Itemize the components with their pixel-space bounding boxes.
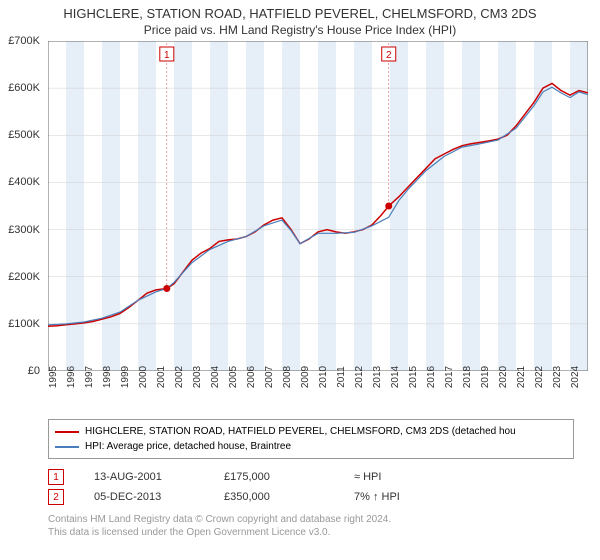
footer-line1: Contains HM Land Registry data © Crown c…	[48, 513, 600, 526]
x-tick-label: 2002	[174, 366, 185, 388]
x-tick-label: 2015	[408, 366, 419, 388]
x-tick-label: 2009	[300, 366, 311, 388]
x-tick-label: 2005	[228, 366, 239, 388]
x-tick-label: 2014	[390, 366, 401, 388]
x-tick-label: 2008	[282, 366, 293, 388]
sales-table: 1 13-AUG-2001£175,000≈ HPI 2 05-DEC-2013£35…	[48, 467, 600, 507]
y-tick-label: £400K	[8, 176, 40, 188]
y-tick-label: £500K	[8, 129, 40, 141]
legend-label: HPI: Average price, detached house, Brai…	[85, 441, 291, 452]
chart-subtitle: Price paid vs. HM Land Registry's House …	[0, 21, 600, 41]
x-tick-label: 1999	[120, 366, 131, 388]
x-axis: 1995199619971998199920002001200220032004…	[48, 371, 588, 411]
svg-text:2: 2	[386, 50, 392, 61]
x-tick-label: 2020	[498, 366, 509, 388]
x-tick-label: 2023	[552, 366, 563, 388]
svg-text:1: 1	[164, 50, 170, 61]
y-tick-label: £600K	[8, 82, 40, 94]
y-tick-label: £100K	[8, 318, 40, 330]
x-tick-label: 2012	[354, 366, 365, 388]
legend-label: HIGHCLERE, STATION ROAD, HATFIELD PEVERE…	[85, 426, 516, 437]
x-tick-label: 2024	[570, 366, 581, 388]
sale-marker-icon: 1	[48, 469, 64, 485]
x-tick-label: 2019	[480, 366, 491, 388]
footer-line2: This data is licensed under the Open Gov…	[48, 526, 600, 539]
y-tick-label: £200K	[8, 271, 40, 283]
plot-svg: 12	[48, 41, 588, 371]
legend-item: HPI: Average price, detached house, Brai…	[55, 439, 567, 454]
legend-box: HIGHCLERE, STATION ROAD, HATFIELD PEVERE…	[48, 419, 574, 459]
y-axis: £0£100K£200K£300K£400K£500K£600K£700K	[0, 41, 44, 371]
y-tick-label: £300K	[8, 224, 40, 236]
legend-item: HIGHCLERE, STATION ROAD, HATFIELD PEVERE…	[55, 424, 567, 439]
chart-area: £0£100K£200K£300K£400K£500K£600K£700K 12…	[48, 41, 588, 371]
footer-attribution: Contains HM Land Registry data © Crown c…	[48, 513, 600, 539]
x-tick-label: 1995	[48, 366, 59, 388]
y-tick-label: £0	[28, 365, 40, 377]
x-tick-label: 1997	[84, 366, 95, 388]
sale-date: 13-AUG-2001	[94, 471, 224, 483]
x-tick-label: 2010	[318, 366, 329, 388]
x-tick-label: 2001	[156, 366, 167, 388]
x-tick-label: 1996	[66, 366, 77, 388]
legend-swatch	[55, 431, 79, 433]
x-tick-label: 2004	[210, 366, 221, 388]
x-tick-label: 2011	[336, 366, 347, 388]
chart-container: HIGHCLERE, STATION ROAD, HATFIELD PEVERE…	[0, 0, 600, 560]
x-tick-label: 2022	[534, 366, 545, 388]
x-tick-label: 2017	[444, 366, 455, 388]
chart-title: HIGHCLERE, STATION ROAD, HATFIELD PEVERE…	[0, 0, 600, 21]
sales-row: 1 13-AUG-2001£175,000≈ HPI	[48, 467, 600, 487]
sale-price: £350,000	[224, 491, 354, 503]
x-tick-label: 2003	[192, 366, 203, 388]
x-tick-label: 2018	[462, 366, 473, 388]
legend-swatch	[55, 446, 79, 448]
x-tick-label: 2016	[426, 366, 437, 388]
x-tick-label: 2000	[138, 366, 149, 388]
sale-delta: ≈ HPI	[354, 471, 454, 483]
x-tick-label: 2007	[264, 366, 275, 388]
sales-row: 2 05-DEC-2013£350,0007% ↑ HPI	[48, 487, 600, 507]
sale-marker-icon: 2	[48, 489, 64, 505]
sale-date: 05-DEC-2013	[94, 491, 224, 503]
sale-price: £175,000	[224, 471, 354, 483]
y-tick-label: £700K	[8, 35, 40, 47]
x-tick-label: 2006	[246, 366, 257, 388]
x-tick-label: 2021	[516, 366, 527, 388]
sale-delta: 7% ↑ HPI	[354, 491, 454, 503]
x-tick-label: 2013	[372, 366, 383, 388]
x-tick-label: 1998	[102, 366, 113, 388]
